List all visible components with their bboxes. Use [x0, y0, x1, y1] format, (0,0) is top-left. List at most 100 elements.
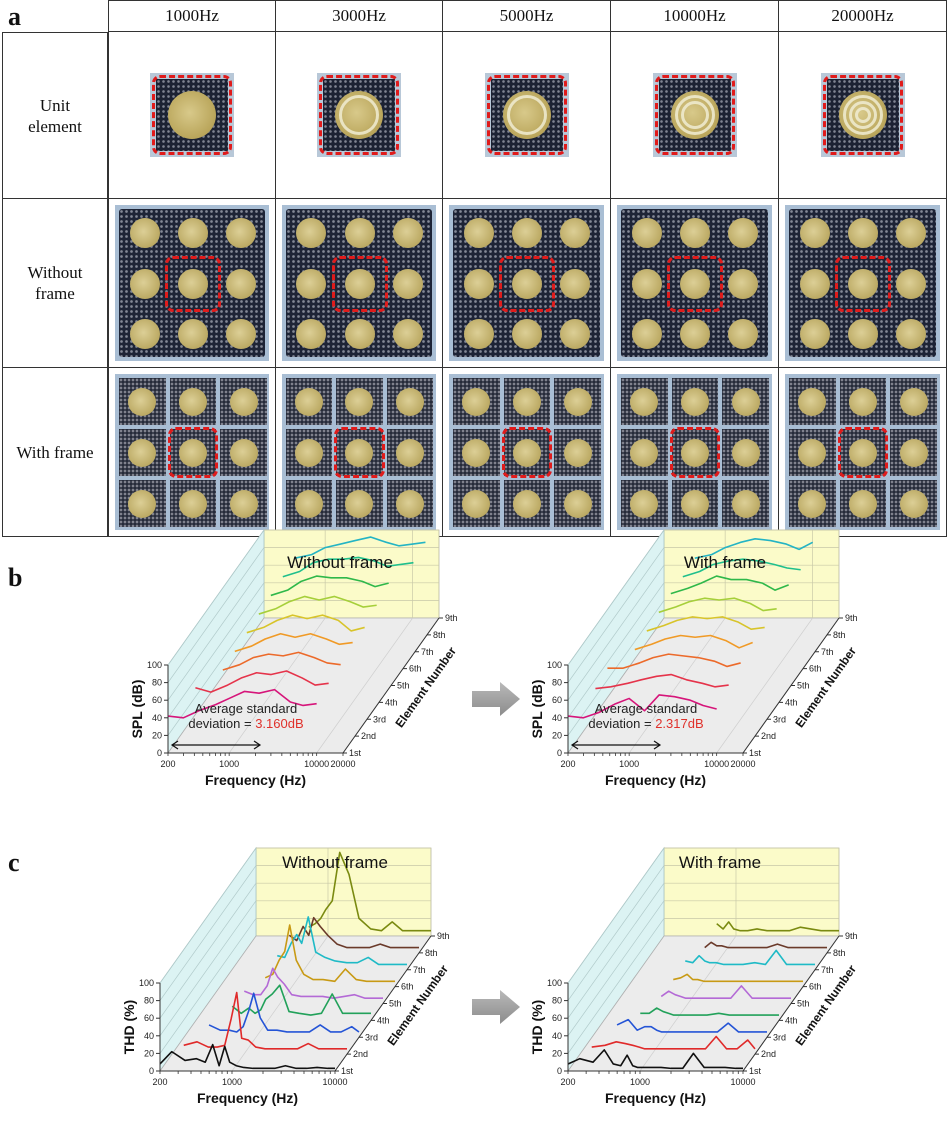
speaker-disc	[848, 489, 877, 518]
speaker-disc	[128, 489, 157, 518]
arrow-right-icon-b	[472, 682, 520, 716]
gridline	[167, 547, 265, 683]
series-line-1st	[567, 1049, 743, 1070]
row-label-line: With frame	[16, 442, 94, 462]
frame-cell	[671, 480, 719, 527]
frame-cell	[503, 429, 551, 476]
series-line-9th	[308, 851, 431, 932]
frame-cell	[554, 429, 601, 476]
y-tick-label: 0	[157, 748, 162, 758]
z-tick-label: 9th	[437, 931, 450, 941]
z-tick-label: 7th	[413, 965, 426, 975]
highlight-box	[822, 75, 903, 155]
z-tick-label: 1st	[749, 1066, 762, 1076]
x-tick-label: 10000	[304, 759, 329, 769]
frame-cell	[671, 378, 719, 425]
frame-cell	[169, 480, 217, 527]
frame-cell	[839, 378, 887, 425]
y-tick-label: 20	[152, 730, 162, 740]
speaker-disc	[295, 438, 324, 467]
speaker-disc	[463, 268, 494, 299]
range-arrow-head-right	[253, 740, 262, 750]
series-line-1st	[167, 688, 317, 719]
array-without-frame-photo	[108, 199, 276, 368]
thd-chart-without-frame: 0 20 40 60 80 100 200 1000 10000 1st 2nd 3rd 4th 5th 6…	[120, 846, 470, 1133]
frame-cell	[453, 378, 500, 425]
highlight-box	[499, 255, 555, 312]
z-tick-label: 6th	[409, 664, 422, 674]
series-line-8th	[682, 558, 801, 578]
table-top-border	[108, 0, 947, 1]
series-line-4th	[634, 634, 753, 651]
array-image	[282, 374, 436, 530]
speaker-disc	[896, 268, 927, 299]
series-line-2nd	[595, 673, 729, 690]
speaker-disc	[680, 218, 710, 249]
gridline	[567, 865, 665, 1001]
z-tick-label: 7th	[821, 965, 834, 975]
frame-cell	[169, 378, 217, 425]
speaker-disc	[344, 318, 375, 349]
series-line-5th	[243, 967, 383, 1000]
speaker-disc	[798, 387, 827, 416]
speaker-disc	[178, 387, 207, 416]
speaker-disc	[630, 489, 659, 518]
series-line-6th	[658, 597, 777, 614]
thd-chart-with-frame: 0 20 40 60 80 100 200 1000 10000 1st 2nd 3rd 4th 5th 6…	[529, 846, 880, 1133]
speaker-disc	[229, 438, 258, 467]
panel-label-a: a	[8, 2, 21, 31]
frame-cell	[386, 378, 433, 425]
speaker-disc	[296, 218, 327, 249]
column-header: 3000Hz	[276, 0, 443, 32]
x-tick-label: 10000	[322, 1077, 347, 1087]
speaker-disc	[848, 318, 878, 349]
y-tick-label: 60	[144, 1013, 154, 1023]
frame-cell	[119, 429, 166, 476]
speaker-disc	[168, 91, 216, 139]
array-with-frame-photo	[443, 368, 611, 537]
frame-cell	[336, 378, 383, 425]
speaker-disc	[226, 218, 257, 249]
x-tick-label: 1000	[219, 759, 239, 769]
column-header: 10000Hz	[611, 0, 779, 32]
speaker-disc	[630, 438, 659, 467]
array-image	[449, 205, 604, 361]
y-tick-label: 40	[144, 1031, 154, 1041]
series-line-3rd	[607, 653, 741, 670]
array-image	[785, 374, 940, 530]
speaker-disc	[129, 218, 160, 249]
z-tick-label: 2nd	[353, 1049, 368, 1059]
gridline	[167, 529, 265, 666]
z-tick-label: 4th	[785, 1015, 798, 1025]
x-axis-label: Frequency (Hz)	[605, 772, 706, 788]
z-tick-label: 4th	[377, 1015, 390, 1025]
column-header: 20000Hz	[779, 0, 947, 32]
series-line-1st	[567, 694, 717, 719]
speaker-disc	[392, 268, 423, 299]
y-tick-label: 100	[547, 978, 562, 988]
gridline	[159, 900, 257, 1037]
speaker-disc	[178, 218, 208, 249]
speaker-disc	[463, 218, 494, 249]
speaker-disc	[899, 489, 928, 518]
row-label: With frame	[2, 368, 108, 537]
frame-cell	[220, 480, 267, 527]
z-tick-label: 3rd	[773, 1032, 786, 1042]
speaker-disc	[848, 387, 877, 416]
frame-cell	[336, 480, 383, 527]
frame-cell	[621, 429, 668, 476]
speaker-disc	[560, 268, 591, 299]
frame-cell	[621, 378, 668, 425]
y-tick-label: 100	[139, 978, 154, 988]
speaker-disc	[512, 387, 541, 416]
array-image	[785, 205, 940, 361]
z-tick-label: 3rd	[373, 714, 386, 724]
series-line-4th	[640, 1007, 779, 1016]
array-image	[115, 374, 269, 530]
frame-cell	[336, 429, 383, 476]
highlight-box	[486, 75, 567, 155]
row-label-text: With frame	[16, 442, 93, 463]
speaker-disc	[392, 218, 423, 249]
x-axis-label: Frequency (Hz)	[205, 772, 306, 788]
